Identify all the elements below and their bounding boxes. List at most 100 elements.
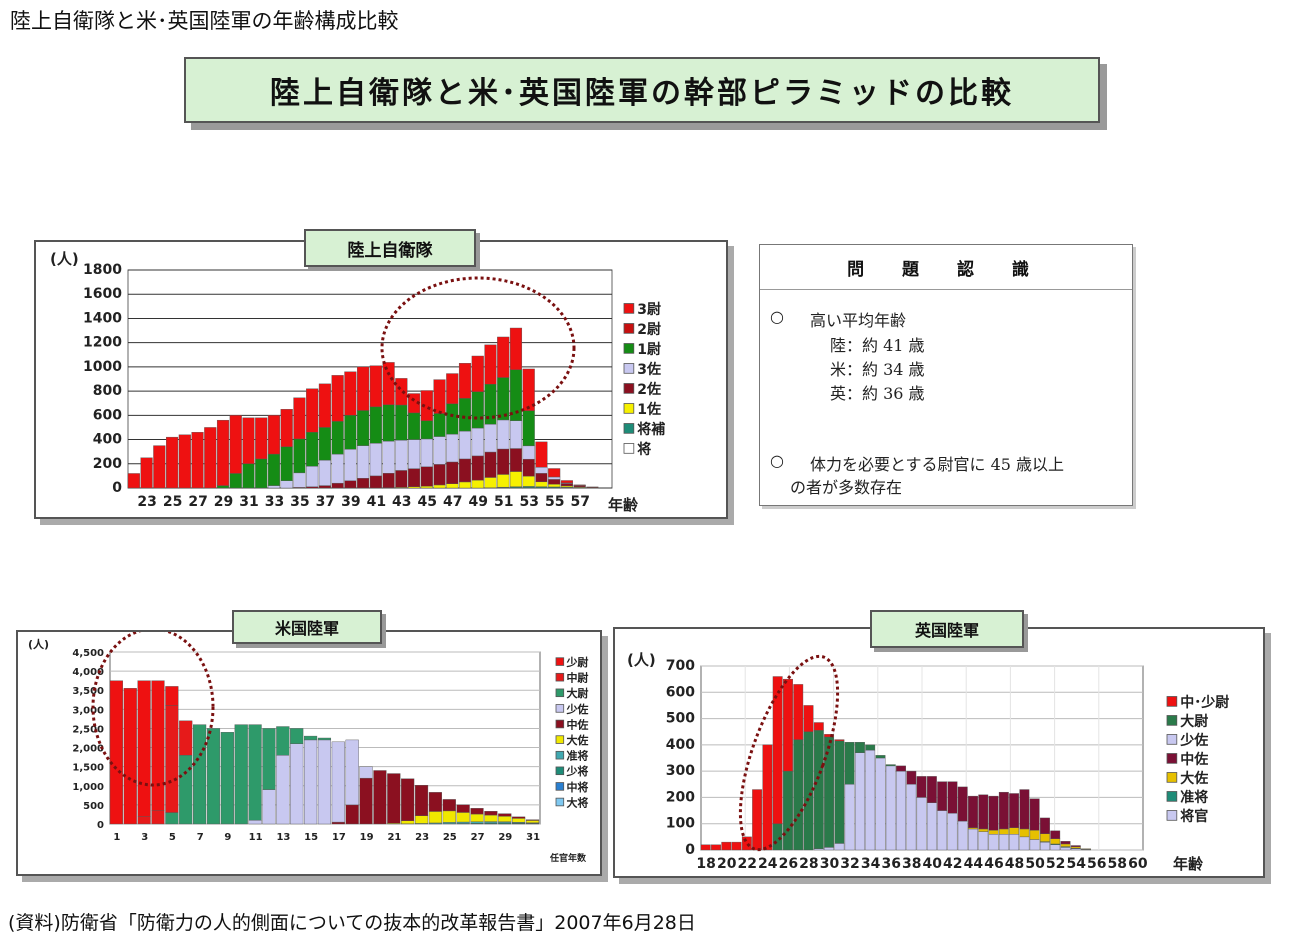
bar-segment — [509, 420, 523, 449]
bar-segment — [497, 336, 510, 378]
bar-segment — [947, 781, 958, 814]
bar-segment — [1040, 817, 1050, 834]
x-tick-label: 31 — [526, 832, 540, 843]
bar-segment — [420, 438, 433, 468]
y-tick-label: 1800 — [83, 262, 122, 278]
bar-segment — [229, 473, 242, 489]
bar-segment — [471, 355, 484, 392]
bar-segment — [824, 847, 835, 851]
x-tick-label: 36 — [881, 856, 900, 872]
bar-segment — [395, 439, 408, 471]
bar-segment — [1029, 830, 1040, 840]
legend-label: 少将 — [565, 764, 588, 778]
bar-segment — [408, 439, 421, 469]
us-chart-panel: 4,500 4,000 3,500 3,000 2,500 2,000 1,500 1,000… — [16, 627, 602, 876]
bar-segment — [280, 446, 293, 481]
y-tick-label: 1,000 — [72, 782, 104, 793]
bar-segment — [331, 421, 344, 455]
bar-segment — [548, 476, 561, 480]
legend-swatch — [623, 323, 635, 334]
bar-segment — [824, 734, 835, 738]
y-tick-label: 2,500 — [72, 724, 104, 735]
bar-segment — [204, 427, 217, 489]
bar-segment — [369, 442, 382, 477]
issue-item-age: 高い平均年齢 — [810, 311, 907, 330]
bar-segment — [359, 777, 373, 825]
x-tick-label: 47 — [443, 494, 462, 510]
x-tick-label: 22 — [738, 856, 757, 872]
bar-segment — [255, 458, 268, 489]
bar-segment — [318, 459, 331, 486]
bar-segment — [446, 433, 459, 463]
bar-segment — [331, 482, 344, 489]
y-tick-label: 1600 — [83, 286, 122, 302]
bar-segment — [484, 821, 498, 824]
legend-swatch — [623, 363, 635, 374]
bar-segment — [957, 820, 968, 851]
bar-segment — [711, 844, 721, 851]
y-axis-label: (人) — [50, 250, 79, 268]
x-tick-label: 15 — [304, 832, 318, 843]
bar-segment — [1050, 838, 1061, 845]
x-tick-label: 40 — [923, 856, 943, 872]
legend-label: 2佐 — [637, 381, 661, 398]
bar-segment — [497, 474, 510, 488]
bar-segment — [470, 821, 484, 824]
bar-segment — [234, 724, 248, 825]
bar-segment — [446, 403, 459, 435]
bar-segment — [229, 415, 242, 474]
y-tick-label: 300 — [666, 763, 695, 779]
bar-segment — [345, 739, 359, 806]
bar-segment — [522, 368, 535, 411]
bar-segment — [137, 680, 151, 817]
bar-segment — [548, 484, 561, 488]
x-tick-label: 21 — [387, 832, 401, 843]
bar-segment — [783, 678, 793, 772]
page-title: 陸上自衛隊と米･英国陸軍の年齢構成比較 — [10, 9, 399, 33]
bar-segment — [262, 728, 276, 790]
legend-label: 中尉 — [566, 671, 588, 685]
y-tick-label: 4,000 — [72, 667, 104, 678]
bar-segment — [458, 481, 472, 489]
bar-segment — [484, 811, 498, 816]
y-tick-label: 1400 — [83, 310, 122, 326]
bar-segment — [497, 448, 510, 475]
legend-swatch — [623, 443, 635, 454]
bar-segment — [276, 754, 290, 825]
issues-heading: 問 題 認 識 — [760, 245, 1132, 290]
bar-segment — [1019, 789, 1030, 830]
bar-segment — [731, 841, 742, 851]
bar-segment — [331, 741, 345, 823]
bar-segment — [548, 468, 561, 478]
bar-segment — [446, 483, 459, 489]
bar-segment — [442, 799, 456, 812]
bar-segment — [344, 371, 357, 416]
bar-segment — [165, 686, 179, 706]
bar-segment — [179, 720, 193, 756]
bar-segment — [896, 770, 906, 851]
bar-segment — [512, 816, 526, 819]
bar-segment — [318, 383, 331, 428]
bar-segment — [968, 827, 978, 830]
issue-age-jp: 陸：約 41 歳 — [830, 336, 925, 355]
bar-segment — [906, 784, 917, 851]
bar-segment — [442, 810, 456, 823]
y-tick-label: 0 — [97, 820, 104, 831]
bar-segment — [535, 473, 548, 483]
y-tick-label: 1200 — [83, 335, 122, 351]
bar-segment — [885, 764, 896, 767]
bar-segment — [573, 484, 586, 486]
y-tick-label: 500 — [666, 711, 695, 727]
bar-segment — [428, 792, 442, 812]
bar-segment — [344, 480, 357, 489]
x-tick-label: 24 — [758, 856, 778, 872]
bar-segment — [303, 739, 318, 825]
bar-segment — [968, 795, 978, 828]
bar-segment — [470, 808, 484, 815]
x-tick-label: 43 — [392, 494, 411, 510]
bar-segment — [535, 467, 548, 474]
bar-segment — [369, 406, 382, 444]
bar-segment — [957, 786, 968, 822]
bar-segment — [458, 430, 472, 460]
y-axis-label: (人) — [627, 651, 656, 669]
